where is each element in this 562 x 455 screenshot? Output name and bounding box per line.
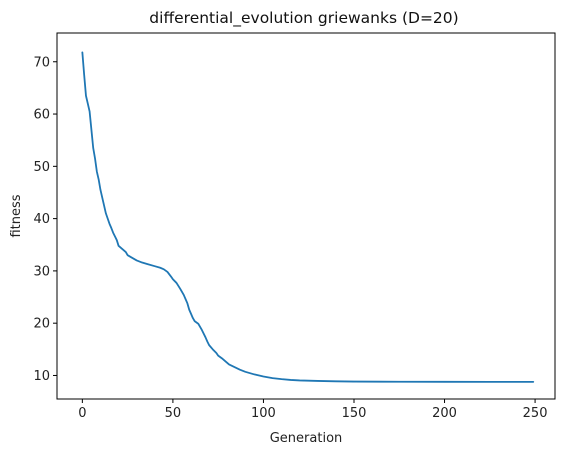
x-tick-label: 250 bbox=[523, 406, 548, 421]
x-axis-label: Generation bbox=[270, 431, 343, 446]
x-tick-label: 200 bbox=[432, 406, 457, 421]
y-axis-label: fitness bbox=[9, 194, 24, 237]
x-tick-label: 0 bbox=[78, 406, 86, 421]
x-tick-label: 150 bbox=[342, 406, 367, 421]
y-tick-label: 50 bbox=[33, 160, 50, 175]
y-tick-label: 70 bbox=[33, 55, 50, 70]
plot-area: 0 50 100 150 200 250 10 20 30 40 50 60 70 bbox=[33, 51, 548, 421]
chart-title: differential_evolution griewanks (D=20) bbox=[149, 9, 458, 28]
x-tick-label: 50 bbox=[165, 406, 182, 421]
plot-frame bbox=[56, 32, 556, 400]
x-tick-label: 100 bbox=[251, 406, 276, 421]
y-tick-label: 20 bbox=[33, 317, 50, 332]
y-tick-label: 10 bbox=[33, 369, 50, 384]
y-tick-label: 30 bbox=[33, 264, 50, 279]
y-tick-label: 60 bbox=[33, 108, 50, 123]
series-line bbox=[81, 51, 535, 383]
y-tick-label: 40 bbox=[33, 212, 50, 227]
